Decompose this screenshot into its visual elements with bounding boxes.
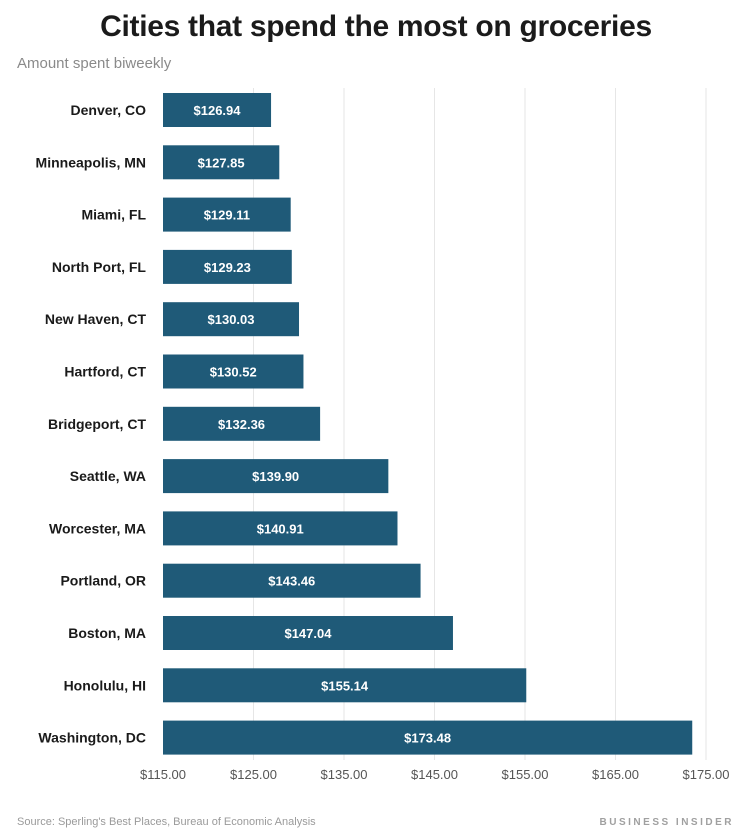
category-label: Portland, OR [60,573,146,589]
category-label: Miami, FL [81,207,146,223]
bar [163,302,300,337]
bar-value-label: $129.23 [204,260,251,275]
bar-value-label: $129.11 [204,208,250,223]
bar [163,720,693,755]
source-note: Source: Sperling's Best Places, Bureau o… [17,816,316,828]
x-tick-label: $155.00 [502,767,549,782]
category-label: Honolulu, HI [64,677,146,693]
bar [163,93,272,127]
bar-value-label: $126.94 [194,103,242,118]
bar-value-label: $155.14 [321,678,369,693]
bar-value-label: $130.03 [208,312,255,327]
category-label: North Port, FL [52,259,147,275]
bar-value-label: $139.90 [252,469,299,484]
chart-subtitle: Amount spent biweekly [17,55,172,72]
bar-value-label: $127.85 [198,155,245,170]
bar [163,145,280,180]
bar [163,563,421,598]
bar-value-label: $130.52 [210,365,257,380]
bar-value-label: $132.36 [218,417,265,432]
category-label: Minneapolis, MN [36,154,146,170]
bar-value-label: $147.04 [284,626,332,641]
bar [163,511,398,546]
x-tick-label: $175.00 [683,767,730,782]
bar-value-label: $143.46 [268,574,315,589]
bar-value-label: $173.48 [404,731,451,746]
category-label: Seattle, WA [70,468,146,484]
chart-title: Cities that spend the most on groceries [100,10,652,43]
x-tick-label: $135.00 [321,767,368,782]
x-tick-label: $165.00 [592,767,639,782]
category-label: Denver, CO [71,102,147,118]
bar [163,249,292,284]
bar [163,616,453,650]
bar [163,354,304,389]
x-tick-label: $145.00 [411,767,458,782]
x-tick-label: $115.00 [140,767,186,782]
brand-logo: BUSINESS INSIDER [599,817,734,828]
x-tick-label: $125.00 [230,767,277,782]
category-label: New Haven, CT [45,311,147,327]
bar-value-label: $140.91 [257,521,304,536]
category-label: Worcester, MA [49,520,146,536]
bar [163,668,527,703]
category-label: Washington, DC [38,730,146,746]
category-label: Boston, MA [68,625,146,641]
bar [163,406,321,441]
category-label: Bridgeport, CT [48,416,146,432]
category-label: Hartford, CT [64,364,146,380]
bar [163,197,291,232]
bar [163,459,389,494]
